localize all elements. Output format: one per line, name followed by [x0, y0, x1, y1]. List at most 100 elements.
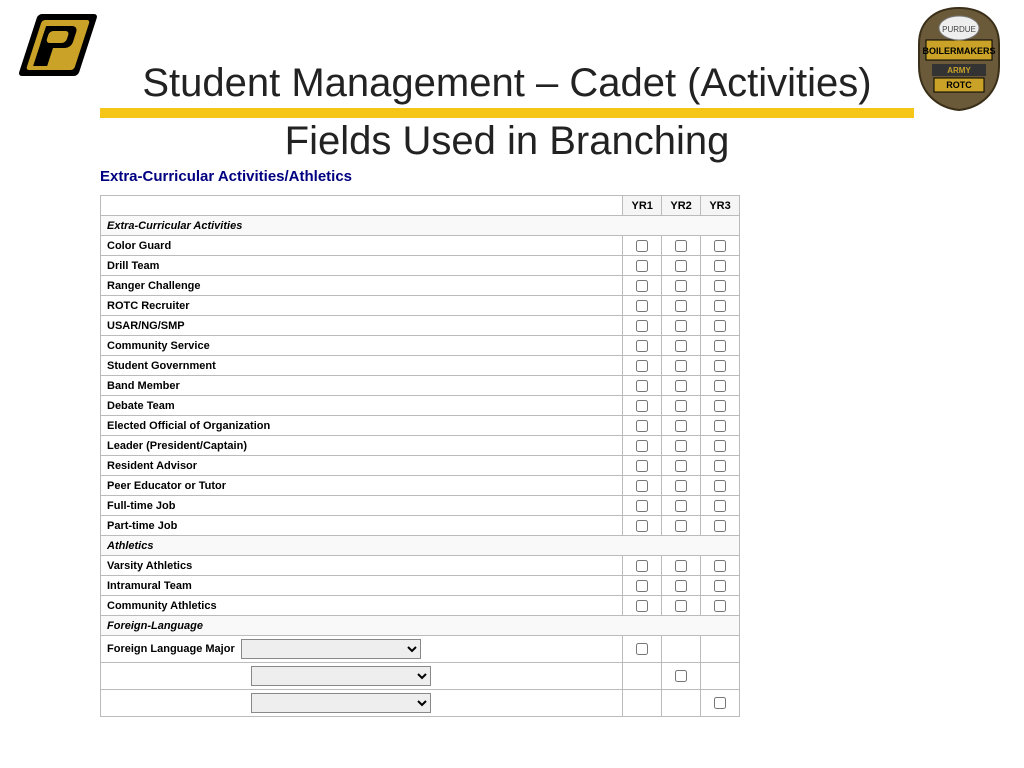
table-row: Resident Advisor — [101, 456, 740, 476]
year-checkbox[interactable] — [714, 420, 726, 432]
year-checkbox[interactable] — [636, 560, 648, 572]
table-row: Debate Team — [101, 396, 740, 416]
year-checkbox[interactable] — [636, 340, 648, 352]
row-label: Student Government — [101, 356, 623, 376]
year-checkbox[interactable] — [675, 520, 687, 532]
year-checkbox[interactable] — [636, 580, 648, 592]
year-checkbox[interactable] — [714, 400, 726, 412]
table-row: Leader (President/Captain) — [101, 436, 740, 456]
year-checkbox[interactable] — [675, 240, 687, 252]
row-label: Community Athletics — [101, 596, 623, 616]
year-checkbox[interactable] — [675, 460, 687, 472]
page-title-block: Student Management – Cadet (Activities) … — [100, 60, 914, 164]
year-checkbox[interactable] — [714, 580, 726, 592]
gold-underline — [100, 108, 914, 118]
year-checkbox[interactable] — [675, 440, 687, 452]
foreign-language-select-2[interactable] — [251, 666, 431, 686]
table-row: Ranger Challenge — [101, 276, 740, 296]
row-label: Part-time Job — [101, 516, 623, 536]
title-line-2: Fields Used in Branching — [100, 118, 914, 164]
year-checkbox[interactable] — [636, 280, 648, 292]
row-label: Debate Team — [101, 396, 623, 416]
table-row: ROTC Recruiter — [101, 296, 740, 316]
col-blank — [101, 196, 623, 216]
row-label: Resident Advisor — [101, 456, 623, 476]
year-checkbox[interactable] — [636, 300, 648, 312]
col-yr1: YR1 — [623, 196, 662, 216]
foreign-language-select-1[interactable] — [241, 639, 421, 659]
table-row: Drill Team — [101, 256, 740, 276]
year-checkbox[interactable] — [636, 600, 648, 612]
row-label: Leader (President/Captain) — [101, 436, 623, 456]
year-checkbox[interactable] — [675, 670, 687, 682]
title-line-1: Student Management – Cadet (Activities) — [100, 60, 914, 106]
year-checkbox[interactable] — [675, 560, 687, 572]
year-checkbox[interactable] — [675, 320, 687, 332]
year-checkbox[interactable] — [636, 643, 648, 655]
year-checkbox[interactable] — [714, 280, 726, 292]
row-label: Varsity Athletics — [101, 556, 623, 576]
foreign-language-row-3 — [101, 690, 623, 717]
year-checkbox[interactable] — [714, 440, 726, 452]
year-checkbox[interactable] — [675, 420, 687, 432]
year-checkbox[interactable] — [636, 260, 648, 272]
group-heading: Foreign-Language — [101, 616, 740, 636]
year-checkbox[interactable] — [675, 400, 687, 412]
year-checkbox[interactable] — [714, 600, 726, 612]
svg-text:BOILERMAKERS: BOILERMAKERS — [922, 46, 995, 56]
year-checkbox[interactable] — [636, 440, 648, 452]
year-checkbox[interactable] — [636, 500, 648, 512]
year-checkbox[interactable] — [714, 360, 726, 372]
year-checkbox[interactable] — [714, 300, 726, 312]
year-checkbox[interactable] — [675, 360, 687, 372]
year-checkbox[interactable] — [675, 480, 687, 492]
year-checkbox[interactable] — [636, 480, 648, 492]
year-checkbox[interactable] — [714, 340, 726, 352]
table-row: Student Government — [101, 356, 740, 376]
year-checkbox[interactable] — [714, 460, 726, 472]
year-checkbox[interactable] — [714, 240, 726, 252]
rotc-badge-logo: BOILERMAKERS PURDUE ARMY ROTC — [904, 4, 1014, 114]
year-checkbox[interactable] — [675, 340, 687, 352]
table-row: Elected Official of Organization — [101, 416, 740, 436]
year-checkbox[interactable] — [636, 460, 648, 472]
year-checkbox[interactable] — [714, 697, 726, 709]
svg-text:ROTC: ROTC — [946, 80, 972, 90]
table-row: Peer Educator or Tutor — [101, 476, 740, 496]
year-checkbox[interactable] — [636, 360, 648, 372]
year-checkbox[interactable] — [636, 400, 648, 412]
year-checkbox[interactable] — [636, 240, 648, 252]
table-row: Band Member — [101, 376, 740, 396]
col-yr2: YR2 — [662, 196, 701, 216]
year-checkbox[interactable] — [675, 260, 687, 272]
year-checkbox[interactable] — [714, 560, 726, 572]
year-checkbox[interactable] — [675, 600, 687, 612]
year-checkbox[interactable] — [714, 500, 726, 512]
year-checkbox[interactable] — [675, 500, 687, 512]
foreign-language-select-3[interactable] — [251, 693, 431, 713]
year-checkbox[interactable] — [714, 380, 726, 392]
year-checkbox[interactable] — [714, 320, 726, 332]
year-checkbox[interactable] — [636, 380, 648, 392]
year-checkbox[interactable] — [636, 520, 648, 532]
row-label: USAR/NG/SMP — [101, 316, 623, 336]
col-yr3: YR3 — [701, 196, 740, 216]
year-checkbox[interactable] — [714, 260, 726, 272]
year-checkbox[interactable] — [675, 580, 687, 592]
year-checkbox[interactable] — [714, 520, 726, 532]
row-label: Community Service — [101, 336, 623, 356]
table-row: Full-time Job — [101, 496, 740, 516]
table-row: Intramural Team — [101, 576, 740, 596]
year-checkbox[interactable] — [636, 420, 648, 432]
row-label: Peer Educator or Tutor — [101, 476, 623, 496]
table-row: Community Service — [101, 336, 740, 356]
year-checkbox[interactable] — [675, 380, 687, 392]
year-checkbox[interactable] — [636, 320, 648, 332]
year-checkbox[interactable] — [675, 280, 687, 292]
row-label: Color Guard — [101, 236, 623, 256]
row-label: Full-time Job — [101, 496, 623, 516]
table-row: USAR/NG/SMP — [101, 316, 740, 336]
table-row: Community Athletics — [101, 596, 740, 616]
year-checkbox[interactable] — [675, 300, 687, 312]
year-checkbox[interactable] — [714, 480, 726, 492]
